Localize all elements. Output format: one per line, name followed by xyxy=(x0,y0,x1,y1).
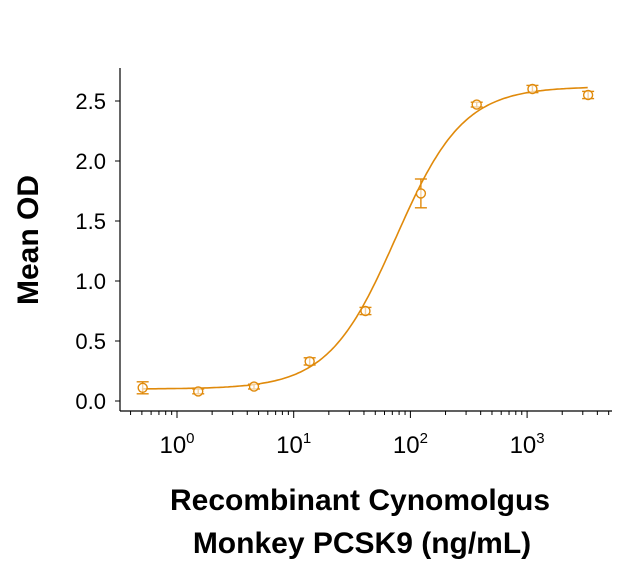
data-points xyxy=(136,83,595,397)
y-tick-label: 0.5 xyxy=(75,329,106,354)
point-marker xyxy=(248,381,260,392)
data-point xyxy=(582,89,595,101)
data-point xyxy=(470,99,483,110)
point-marker xyxy=(582,89,594,101)
data-point xyxy=(248,381,261,392)
x-tick-label: 102 xyxy=(393,430,428,459)
point-marker xyxy=(471,99,482,110)
point-marker xyxy=(360,305,371,317)
point-marker xyxy=(137,382,148,393)
point-marker xyxy=(527,83,538,95)
x-tick-label: 103 xyxy=(510,430,545,459)
point-marker xyxy=(415,188,427,199)
fit-curve xyxy=(141,86,588,390)
point-marker xyxy=(193,386,204,397)
y-tick-labels: 0.0 0.5 1.0 1.5 2.0 2.5 xyxy=(75,89,106,414)
y-tick-label: 0.0 xyxy=(75,389,106,414)
y-tick-label: 2.0 xyxy=(75,149,106,174)
data-point xyxy=(359,305,372,317)
y-axis-title: Mean OD xyxy=(12,175,45,305)
y-tick-label: 1.0 xyxy=(75,269,106,294)
y-tick-label: 1.5 xyxy=(75,209,106,234)
data-point xyxy=(192,386,205,397)
data-point xyxy=(303,356,316,367)
x-axis-title-line1: Recombinant Cynomolgus xyxy=(170,484,550,517)
point-marker xyxy=(304,356,315,367)
data-point xyxy=(136,381,149,395)
x-tick-label: 100 xyxy=(159,430,194,459)
data-point xyxy=(526,83,539,95)
y-tick-label: 2.5 xyxy=(75,89,106,114)
x-tick-labels: 100 101 102 103 xyxy=(159,430,544,459)
x-tick-label: 101 xyxy=(276,430,311,459)
data-point xyxy=(414,178,427,209)
axes xyxy=(115,68,612,418)
x-axis-title-line2: Monkey PCSK9 (ng/mL) xyxy=(193,527,531,560)
